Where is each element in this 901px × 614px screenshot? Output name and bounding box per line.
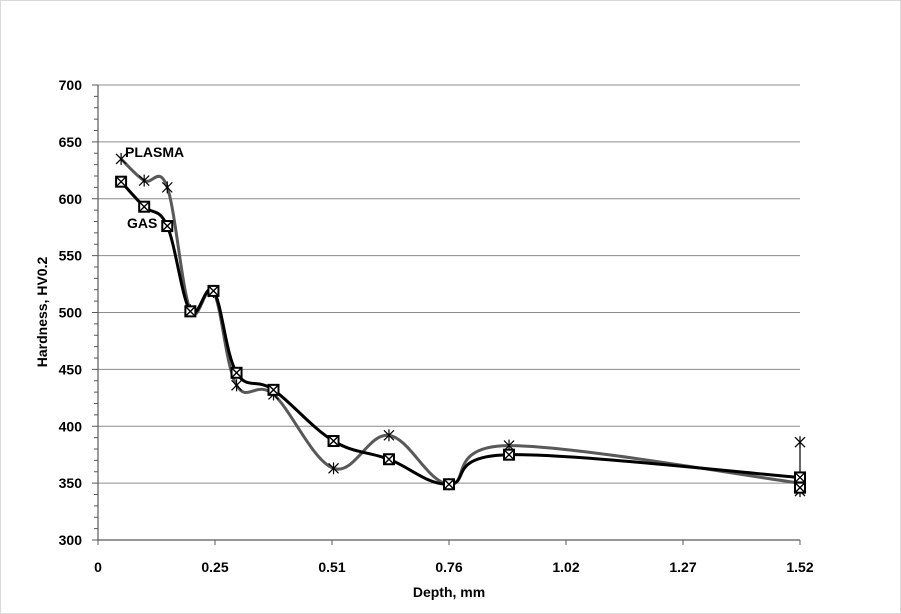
x-tick-label: 1.52	[786, 559, 813, 575]
y-tick-label: 350	[59, 475, 83, 491]
series-label-gas: GAS	[127, 215, 157, 231]
gas-point	[161, 220, 174, 233]
x-tick-label: 0.76	[435, 559, 462, 575]
series-markers	[115, 152, 806, 498]
plasma-point	[161, 181, 173, 194]
y-tick-label: 400	[59, 418, 83, 434]
plasma-point	[231, 379, 242, 392]
gridlines	[98, 84, 800, 484]
plasma-point	[794, 436, 806, 449]
gas-point	[327, 435, 340, 448]
plasma-point	[115, 152, 127, 165]
plasma-point	[328, 462, 339, 475]
gas-point	[382, 453, 395, 466]
plasma-point	[138, 174, 150, 187]
y-tick-label: 700	[59, 77, 83, 93]
plasma-point	[383, 429, 395, 442]
x-tick-label: 1.27	[669, 559, 696, 575]
y-tick-label: 550	[59, 248, 83, 264]
gas-point	[138, 200, 151, 213]
series-label-plasma: PLASMA	[125, 144, 184, 160]
gas-point	[207, 284, 220, 297]
y-tick-label: 500	[59, 305, 83, 321]
y-tick-labels: 300 350 400 450 500 550 600 650 700	[59, 77, 83, 548]
x-tick-label: 1.02	[552, 559, 579, 575]
gas-point	[184, 305, 197, 318]
x-tick-label: 0.25	[201, 559, 228, 575]
gas-point	[794, 471, 806, 484]
x-axis-title: Depth, mm	[413, 584, 485, 600]
x-tick-labels: 0 0.25 0.51 0.76 1.02 1.27 1.52	[94, 559, 814, 575]
gas-point	[443, 478, 455, 491]
gas-point	[794, 481, 806, 494]
gas-point	[230, 366, 243, 379]
series-lines	[119, 157, 801, 492]
x-tick-label: 0	[94, 559, 102, 575]
y-axis-title: Hardness, HV0.2	[34, 257, 50, 368]
y-tick-label: 450	[59, 361, 83, 377]
x-tick-label: 0.51	[318, 559, 345, 575]
y-tick-label: 300	[59, 532, 83, 548]
gas-point	[267, 383, 280, 396]
y-tick-label: 600	[59, 191, 83, 207]
y-tick-label: 650	[59, 134, 83, 150]
axes	[92, 84, 801, 545]
gas-point	[115, 175, 128, 188]
gas-point	[503, 448, 516, 461]
